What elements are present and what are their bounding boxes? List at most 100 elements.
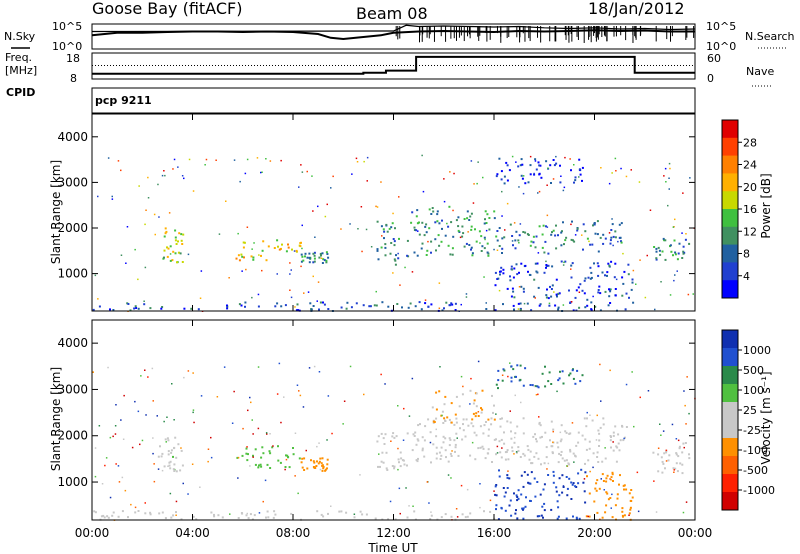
heatmap-cell <box>167 453 170 456</box>
heatmap-cell <box>474 458 477 461</box>
heatmap-cell <box>289 273 291 275</box>
nave-tick-bottom: 0 <box>707 72 714 85</box>
heatmap-cell <box>281 243 283 246</box>
heatmap-cell <box>166 246 168 249</box>
heatmap-cell <box>179 469 182 472</box>
heatmap-cell <box>434 221 437 224</box>
heatmap-cell <box>161 452 164 455</box>
heatmap-cell <box>473 431 476 434</box>
heatmap-cell <box>298 186 300 188</box>
heatmap-cell <box>675 438 678 440</box>
heatmap-cell <box>612 449 615 452</box>
heatmap-cell <box>494 284 497 287</box>
heatmap-cell <box>628 492 631 495</box>
heatmap-cell <box>114 433 117 435</box>
heatmap-cell <box>240 253 243 256</box>
heatmap-cell <box>411 449 414 452</box>
heatmap-cell <box>533 295 536 298</box>
heatmap-cell <box>192 372 194 374</box>
heatmap-cell <box>511 268 514 271</box>
heatmap-cell <box>253 514 256 517</box>
heatmap-cell <box>623 484 626 487</box>
heatmap-cell <box>520 401 522 404</box>
heatmap-cell <box>363 393 365 396</box>
heatmap-cell <box>554 304 557 307</box>
heatmap-cell <box>483 247 486 250</box>
heatmap-cell <box>308 367 311 369</box>
heatmap-cell <box>246 158 249 161</box>
heatmap-cell <box>518 286 521 288</box>
heatmap-cell <box>506 449 509 452</box>
heatmap-cell <box>609 242 612 245</box>
heatmap-cell <box>172 250 175 253</box>
heatmap-cell <box>183 376 185 379</box>
heatmap-cell <box>515 230 518 233</box>
heatmap-cell <box>175 500 178 503</box>
heatmap-cell <box>300 265 302 268</box>
heatmap-cell <box>619 439 622 442</box>
heatmap-cell <box>578 306 581 309</box>
heatmap-cell <box>615 445 618 448</box>
heatmap-cell <box>443 307 445 310</box>
x-tick-label: 20:00 <box>577 526 612 540</box>
heatmap-cell <box>92 308 95 311</box>
heatmap-cell <box>399 451 402 454</box>
heatmap-cell <box>481 389 484 392</box>
heatmap-cell <box>301 466 304 469</box>
heatmap-cell <box>156 415 158 417</box>
heatmap-cell <box>438 307 441 309</box>
heatmap-cell <box>480 235 483 238</box>
heatmap-cell <box>412 433 415 436</box>
heatmap-cell <box>587 276 590 279</box>
heatmap-cell <box>558 494 561 497</box>
heatmap-cell <box>475 412 478 415</box>
heatmap-cell <box>668 454 671 457</box>
heatmap-cell <box>553 291 555 293</box>
heatmap-cell <box>639 259 641 261</box>
heatmap-cell <box>616 493 619 496</box>
heatmap-cell <box>653 246 656 248</box>
heatmap-cell <box>460 303 462 306</box>
heatmap-cell <box>628 296 630 299</box>
heatmap-cell <box>604 274 606 277</box>
heatmap-cell <box>300 253 303 256</box>
heatmap-cell <box>495 484 498 486</box>
heatmap-cell <box>266 433 268 435</box>
heatmap-cell <box>285 454 287 457</box>
heatmap-cell <box>398 487 401 490</box>
heatmap-cell <box>303 457 306 460</box>
heatmap-cell <box>174 239 177 242</box>
heatmap-cell <box>153 213 156 216</box>
heatmap-cell <box>273 247 276 249</box>
heatmap-cell <box>417 424 420 427</box>
heatmap-cell <box>388 227 391 230</box>
heatmap-cell <box>586 304 589 307</box>
heatmap-cell <box>584 306 587 309</box>
heatmap-cell <box>293 250 296 252</box>
heatmap-cell <box>139 443 141 446</box>
heatmap-cell <box>496 445 499 448</box>
heatmap-cell <box>274 513 277 516</box>
heatmap-cell <box>188 158 191 161</box>
heatmap-cell <box>624 308 627 311</box>
heatmap-cell <box>570 264 573 267</box>
heatmap-cell <box>406 432 409 435</box>
heatmap-cell <box>619 236 622 239</box>
heatmap-cell <box>563 243 565 246</box>
heatmap-cell <box>573 164 575 166</box>
heatmap-cell <box>387 305 390 308</box>
heatmap-cell <box>597 291 600 294</box>
heatmap-cell <box>304 255 306 258</box>
heatmap-cell <box>584 230 587 233</box>
heatmap-cell <box>173 470 176 472</box>
heatmap-cell <box>398 461 400 464</box>
heatmap-cell <box>430 514 433 517</box>
heatmap-cell <box>250 401 252 404</box>
heatmap-cell <box>265 432 268 434</box>
heatmap-cell <box>583 490 586 493</box>
heatmap-cell <box>94 511 97 514</box>
heatmap-cell <box>513 436 516 439</box>
heatmap-cell <box>581 434 584 437</box>
heatmap-cell <box>606 274 608 277</box>
heatmap-cell <box>171 259 174 262</box>
